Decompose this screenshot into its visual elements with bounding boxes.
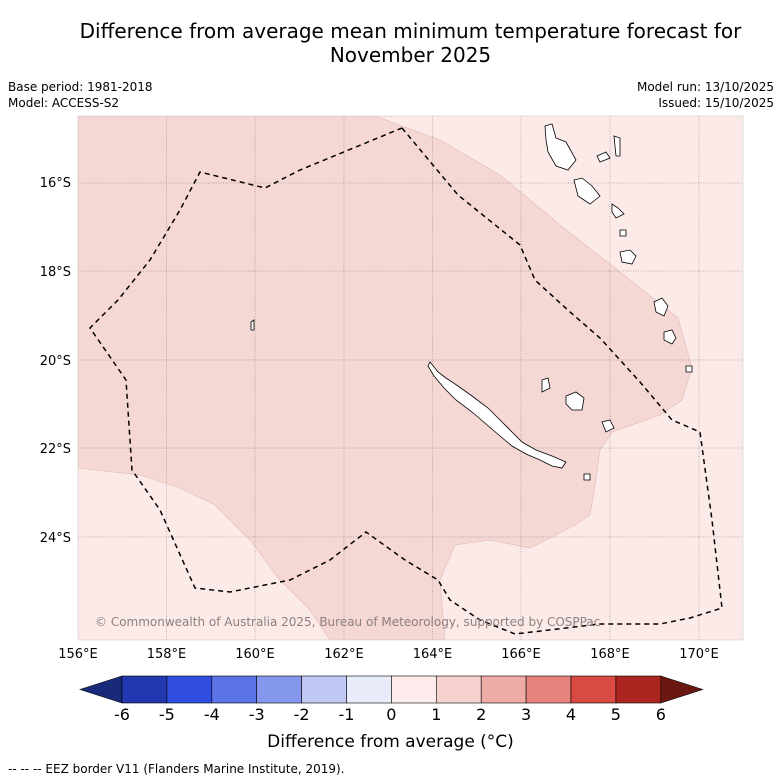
island-pines — [583, 473, 591, 481]
vanuatu-efate — [611, 203, 625, 219]
lat-label: 22°S — [40, 442, 71, 457]
colorbar-bin — [525, 675, 572, 704]
lon-label: 162°E — [324, 647, 364, 662]
copyright: © Commonwealth of Australia 2025, Bureau… — [95, 615, 600, 629]
colorbar — [79, 675, 704, 704]
vanuatu-tanna — [619, 249, 637, 265]
colorbar-tick-label: -4 — [203, 705, 220, 724]
model-name: Model: ACCESS-S2 — [8, 96, 120, 110]
meta-left: Base period: 1981-2018 Model: ACCESS-S2 — [8, 79, 153, 111]
lon-label: 168°E — [590, 647, 630, 662]
colorbar-bin — [346, 675, 392, 704]
colorbar-bin — [256, 675, 302, 704]
colorbar-tick-label: 4 — [565, 705, 577, 724]
colorbar-tick-label: 1 — [431, 705, 442, 724]
lon-label: 156°E — [58, 647, 98, 662]
colorbar-bin — [391, 675, 437, 704]
colorbar-title: Difference from average (°C) — [267, 732, 514, 752]
chart-title: Difference from average mean minimum tem… — [79, 19, 742, 67]
lon-labels: 156°E 158°E 160°E 162°E 164°E 166°E 168°… — [58, 647, 719, 662]
colorbar-tick-label: -3 — [248, 705, 265, 724]
lon-label: 166°E — [501, 647, 541, 662]
colorbar-bin — [211, 675, 258, 704]
colorbar-bin — [480, 675, 527, 704]
meta-right: Model run: 13/10/2025 Issued: 15/10/2025 — [637, 79, 774, 111]
colorbar-bin — [121, 675, 168, 704]
lon-label: 158°E — [147, 647, 187, 662]
colorbar-tick-label: -1 — [338, 705, 355, 724]
shade-medium — [78, 116, 693, 640]
colorbar-tick-label: -6 — [114, 705, 130, 724]
eez-footnote: -- -- -- EEZ border V11 (Flanders Marine… — [8, 762, 345, 776]
grid-lines — [78, 116, 743, 640]
colorbar-bin — [435, 675, 482, 704]
base-period: Base period: 1981-2018 — [8, 80, 153, 94]
lat-label: 24°S — [40, 531, 71, 546]
island-chesterfield — [250, 319, 255, 331]
island-east-3 — [685, 365, 693, 373]
colorbar-tick-label: 0 — [386, 705, 397, 724]
colorbar-tick-label: 6 — [655, 705, 666, 724]
lat-label: 20°S — [40, 354, 71, 369]
eez-border — [89, 127, 723, 635]
vanuatu-ambae — [596, 151, 611, 163]
colorbar-extend-low — [79, 675, 123, 704]
issued-date: Issued: 15/10/2025 — [658, 96, 774, 110]
colorbar-tick-label: 2 — [476, 705, 487, 724]
lon-label: 170°E — [679, 647, 719, 662]
colorbar-bin — [166, 675, 213, 704]
lon-label: 160°E — [235, 647, 275, 662]
colorbar-tick-label: 5 — [610, 705, 621, 724]
vanuatu-pentecost — [613, 135, 621, 157]
lat-labels: 16°S 18°S 20°S 22°S 24°S — [40, 176, 71, 546]
island-maré — [565, 391, 585, 411]
model-run: Model run: 13/10/2025 — [636, 80, 774, 94]
colorbar-bin — [570, 675, 617, 704]
vanuatu-santo — [544, 123, 577, 171]
colorbar-extend-high — [660, 675, 704, 704]
island-lifou — [541, 377, 551, 393]
colorbar-bin — [615, 675, 662, 704]
colorbar-tick-label: -5 — [158, 705, 175, 724]
colorbar-tick-label: 3 — [521, 705, 532, 724]
map-frame — [77, 115, 744, 641]
lat-label: 16°S — [40, 176, 71, 191]
coastlines — [250, 123, 693, 481]
island-ouvéa — [601, 419, 615, 433]
map-area — [78, 116, 743, 640]
vanuatu-malekula — [573, 177, 601, 205]
new-caledonia — [427, 361, 567, 469]
colorbar-tick-label: -2 — [293, 705, 310, 724]
island-east-2 — [663, 329, 677, 345]
colorbar-bin — [301, 675, 347, 704]
lat-label: 18°S — [40, 265, 71, 280]
island-east-1 — [653, 297, 669, 317]
vanuatu-erromango — [619, 229, 627, 237]
lon-label: 164°E — [413, 647, 453, 662]
